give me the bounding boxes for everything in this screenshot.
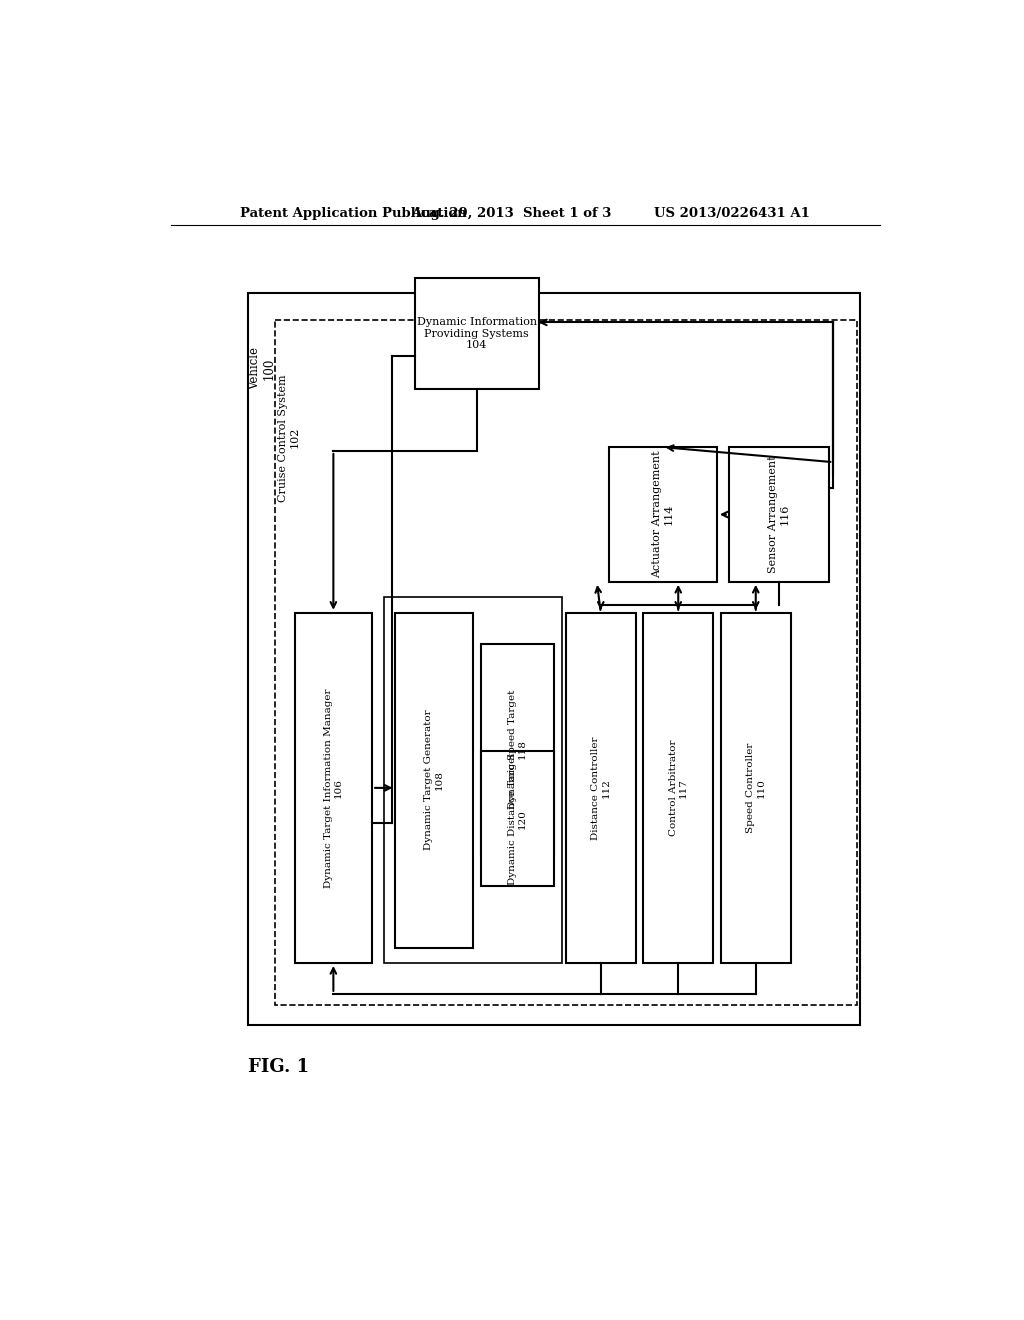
Text: Dynamic Speed Target
118: Dynamic Speed Target 118 (508, 689, 527, 809)
Bar (480, 644, 554, 855)
Bar (384, 597, 562, 964)
Text: Vehicle
100: Vehicle 100 (248, 347, 276, 389)
Bar (295, 612, 372, 964)
Text: Aug. 29, 2013  Sheet 1 of 3: Aug. 29, 2013 Sheet 1 of 3 (412, 207, 611, 220)
Bar (729, 447, 829, 582)
Text: Dynamic Distance Target
120: Dynamic Distance Target 120 (508, 752, 527, 884)
Bar (415, 277, 539, 389)
Text: Actuator Arrangement
114: Actuator Arrangement 114 (652, 450, 674, 578)
Text: FIG. 1: FIG. 1 (248, 1059, 309, 1076)
Text: Cruise Control System
102: Cruise Control System 102 (279, 374, 300, 502)
Text: Dynamic Target Generator
108: Dynamic Target Generator 108 (424, 710, 443, 850)
Text: US 2013/0226431 A1: US 2013/0226431 A1 (654, 207, 810, 220)
Text: Distance Controller
112: Distance Controller 112 (591, 737, 610, 840)
Bar (721, 612, 791, 964)
Bar (480, 751, 554, 886)
Bar (275, 321, 856, 1006)
Bar (566, 612, 636, 964)
Text: Dynamic Target Information Manager
106: Dynamic Target Information Manager 106 (324, 688, 343, 887)
Text: Sensor Arrangement
116: Sensor Arrangement 116 (768, 455, 790, 573)
Bar (248, 293, 860, 1024)
Text: Dynamic Information
Providing Systems
104: Dynamic Information Providing Systems 10… (417, 317, 537, 350)
Text: Speed Controller
110: Speed Controller 110 (746, 743, 766, 833)
Text: Patent Application Publication: Patent Application Publication (241, 207, 467, 220)
Bar (643, 612, 713, 964)
Text: Control Arbitrator
117: Control Arbitrator 117 (669, 739, 688, 836)
Bar (395, 612, 473, 948)
Bar (608, 447, 717, 582)
